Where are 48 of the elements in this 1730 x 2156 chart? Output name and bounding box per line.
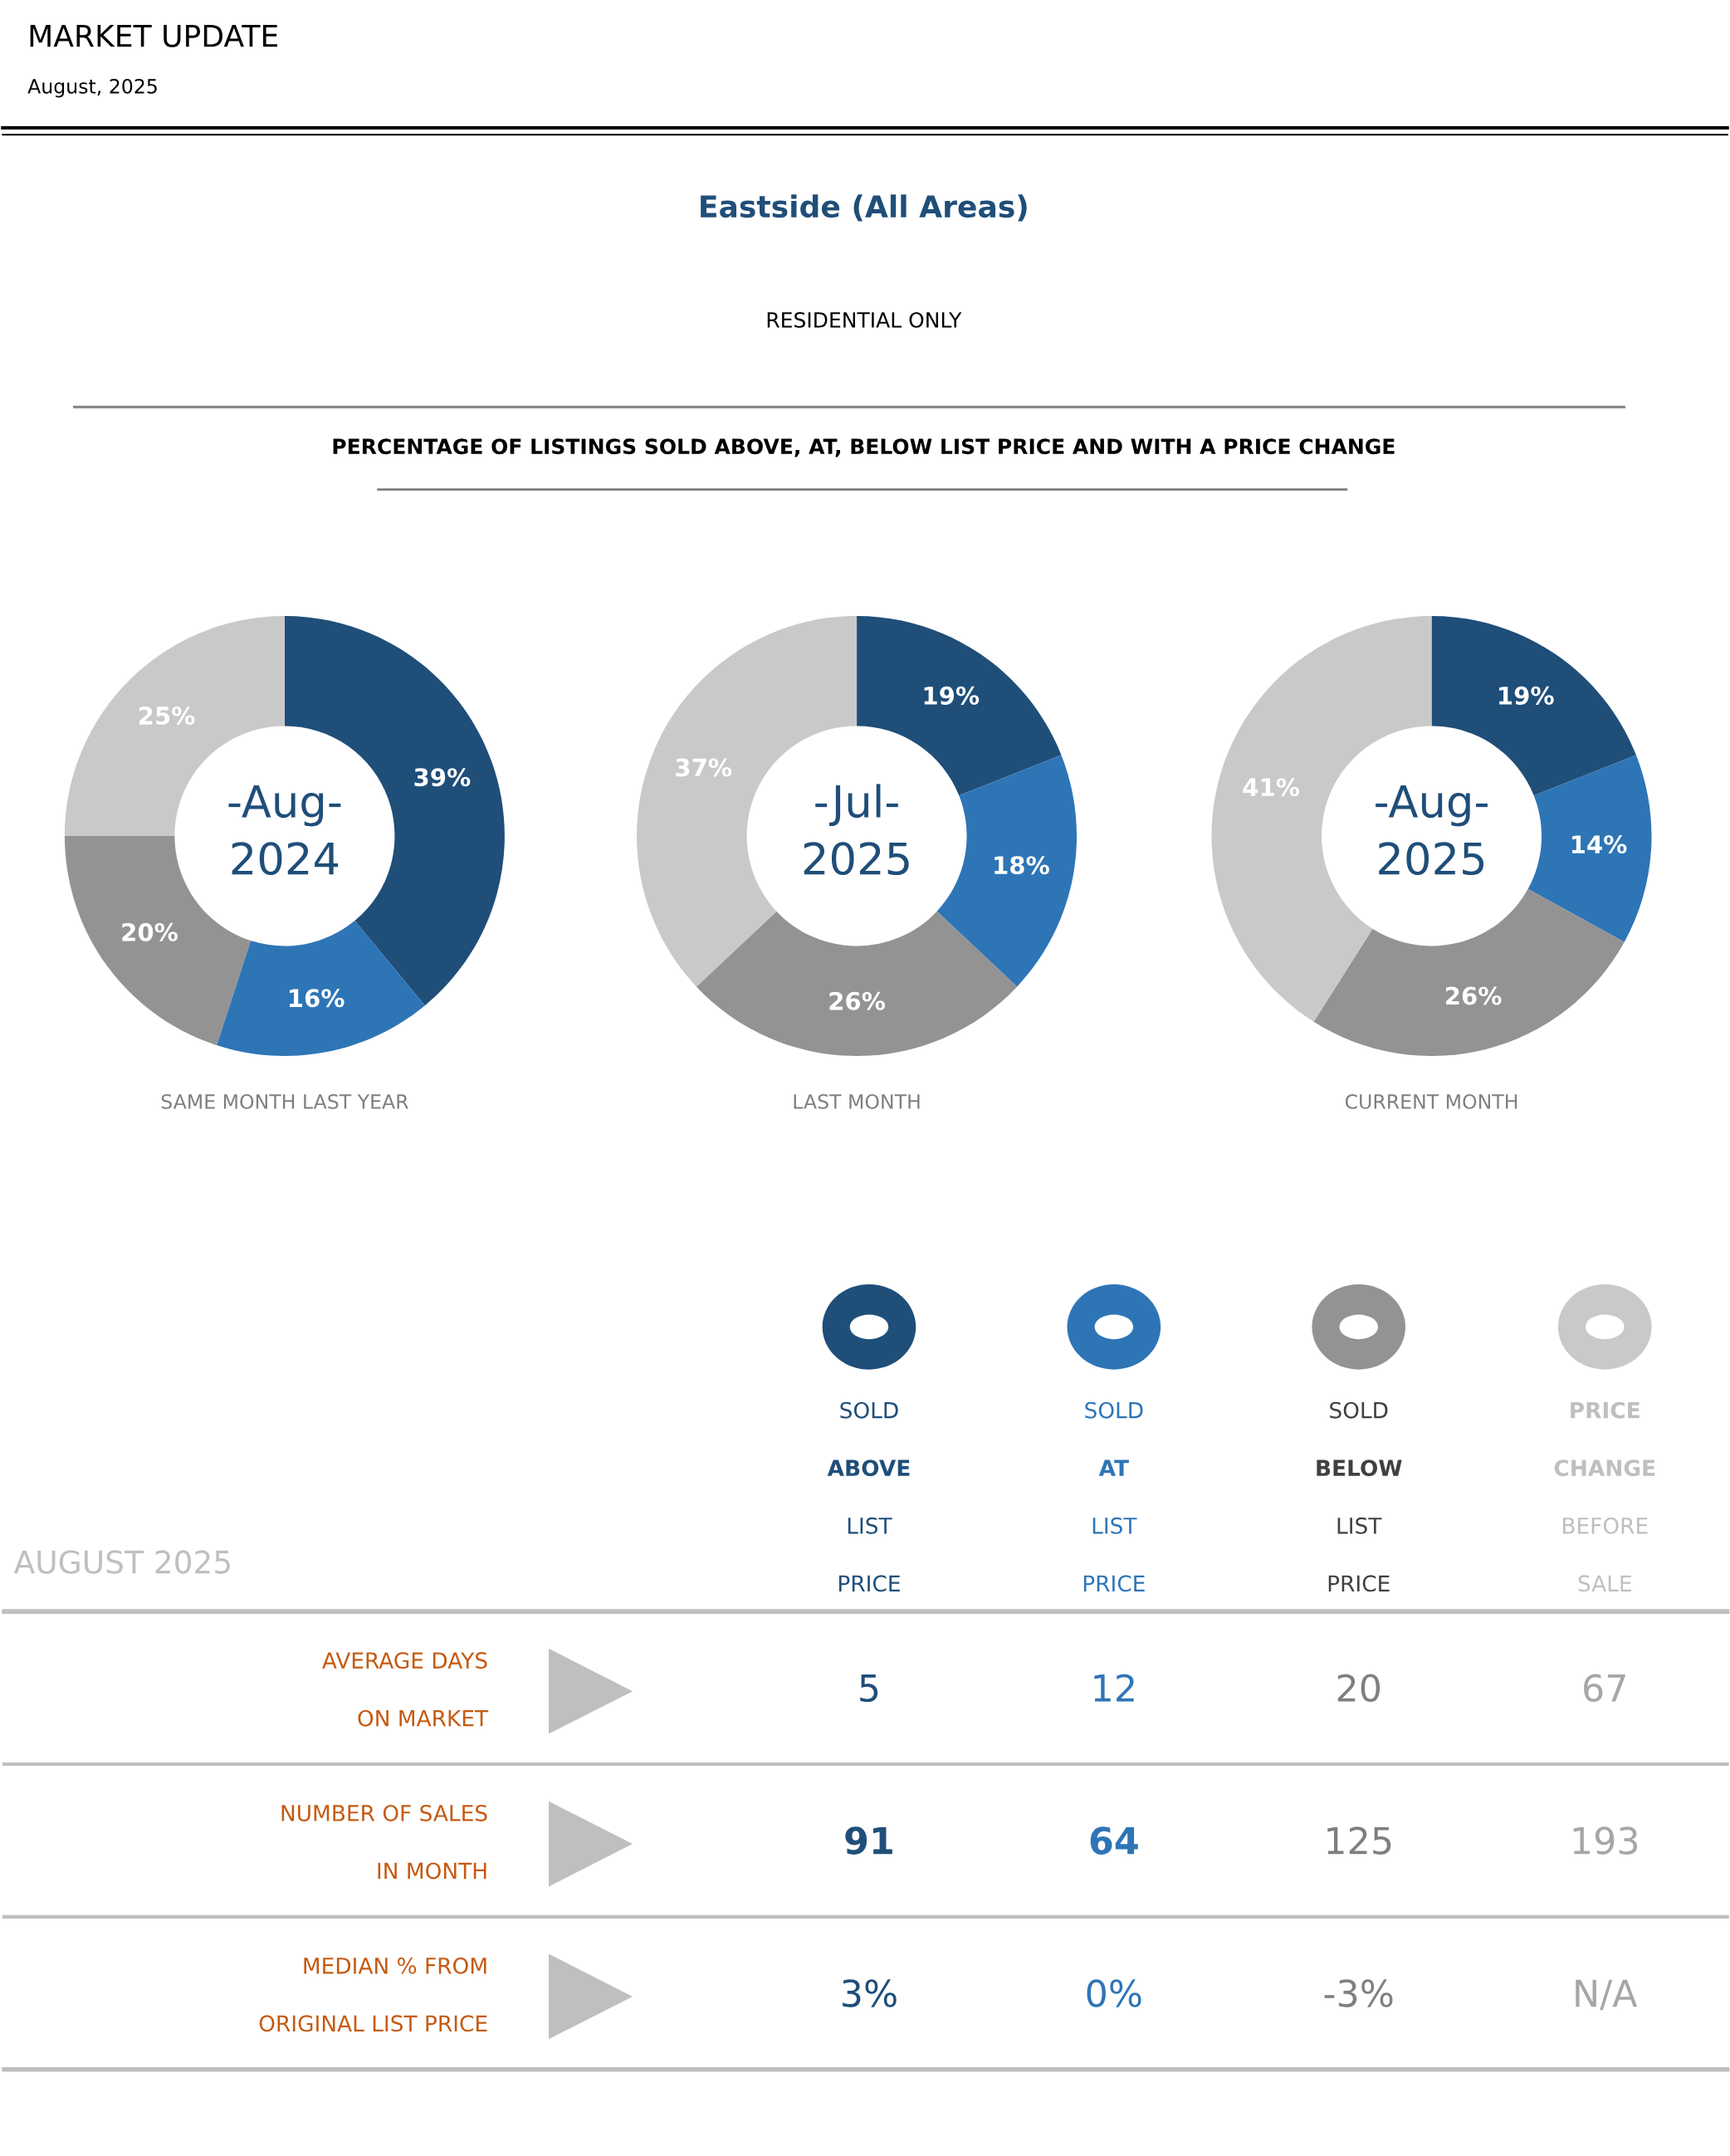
text: August, 2025 <box>27 78 157 98</box>
text: N/A <box>1576 1979 1638 2011</box>
category-label: PRICE CHANGE BEFORE SALE <box>1554 1401 1655 1592</box>
text: 91 <box>845 1826 892 1855</box>
data-label: 20% <box>122 922 178 941</box>
data-label: 19% <box>924 686 980 705</box>
text: 12 <box>1094 1674 1134 1702</box>
data-label: 26% <box>829 991 886 1010</box>
text: 2024 <box>232 842 339 876</box>
donut-slice <box>1313 888 1625 1056</box>
data-label: 19% <box>1499 686 1554 705</box>
donut-slice <box>936 755 1078 987</box>
donut-slice <box>696 911 1018 1056</box>
text: AUGUST 2025 <box>13 1550 230 1574</box>
donut-slice <box>1527 755 1652 942</box>
text: 2025 <box>804 842 909 876</box>
text: -Jul- <box>815 784 898 827</box>
data-label: 14% <box>1571 835 1627 854</box>
category-label: MEDIAN % FROM ORIGINAL LIST PRICE <box>259 1957 487 2032</box>
text: LAST MONTH <box>794 1093 920 1109</box>
text: 20 <box>1337 1674 1381 1703</box>
data-label: 26% <box>1446 986 1502 1005</box>
donut-slice <box>217 921 425 1056</box>
text: MARKET UPDATE <box>30 25 277 47</box>
text: 3% <box>843 1979 897 2007</box>
text: Eastside (All Areas) <box>701 194 1027 222</box>
text: SAME MONTH LAST YEAR <box>161 1093 408 1109</box>
data-label: 39% <box>414 768 471 787</box>
text: CURRENT MONTH <box>1345 1093 1517 1109</box>
data-label: 16% <box>290 989 345 1008</box>
text: 64 <box>1090 1826 1138 1855</box>
text: 193 <box>1573 1826 1638 1855</box>
text: 67 <box>1584 1674 1625 1703</box>
category-label: SOLD BELOW LIST PRICE <box>1317 1401 1402 1592</box>
data-label: 18% <box>995 856 1049 875</box>
category-label: AVERAGE DAYS ON MARKET <box>322 1652 489 1727</box>
text: 125 <box>1327 1826 1391 1855</box>
text: PERCENTAGE OF LISTINGS SOLD ABOVE, AT, BELOW LIST PRICE AND WITH A PRICE CHANGE <box>333 438 1395 457</box>
text: RESIDENTIAL ONLY <box>767 311 962 328</box>
category-label: NUMBER OF SALES IN MONTH <box>281 1804 487 1880</box>
text: 2025 <box>1379 842 1484 876</box>
category-label: SOLD ABOVE LIST PRICE <box>827 1401 910 1592</box>
text: -Aug- <box>1376 785 1488 827</box>
text: -3% <box>1324 1979 1393 2007</box>
text: -Aug- <box>228 785 341 827</box>
category-label: SOLD AT LIST PRICE <box>1083 1401 1145 1592</box>
text: 0% <box>1087 1979 1141 2007</box>
text: 5 <box>860 1674 878 1703</box>
